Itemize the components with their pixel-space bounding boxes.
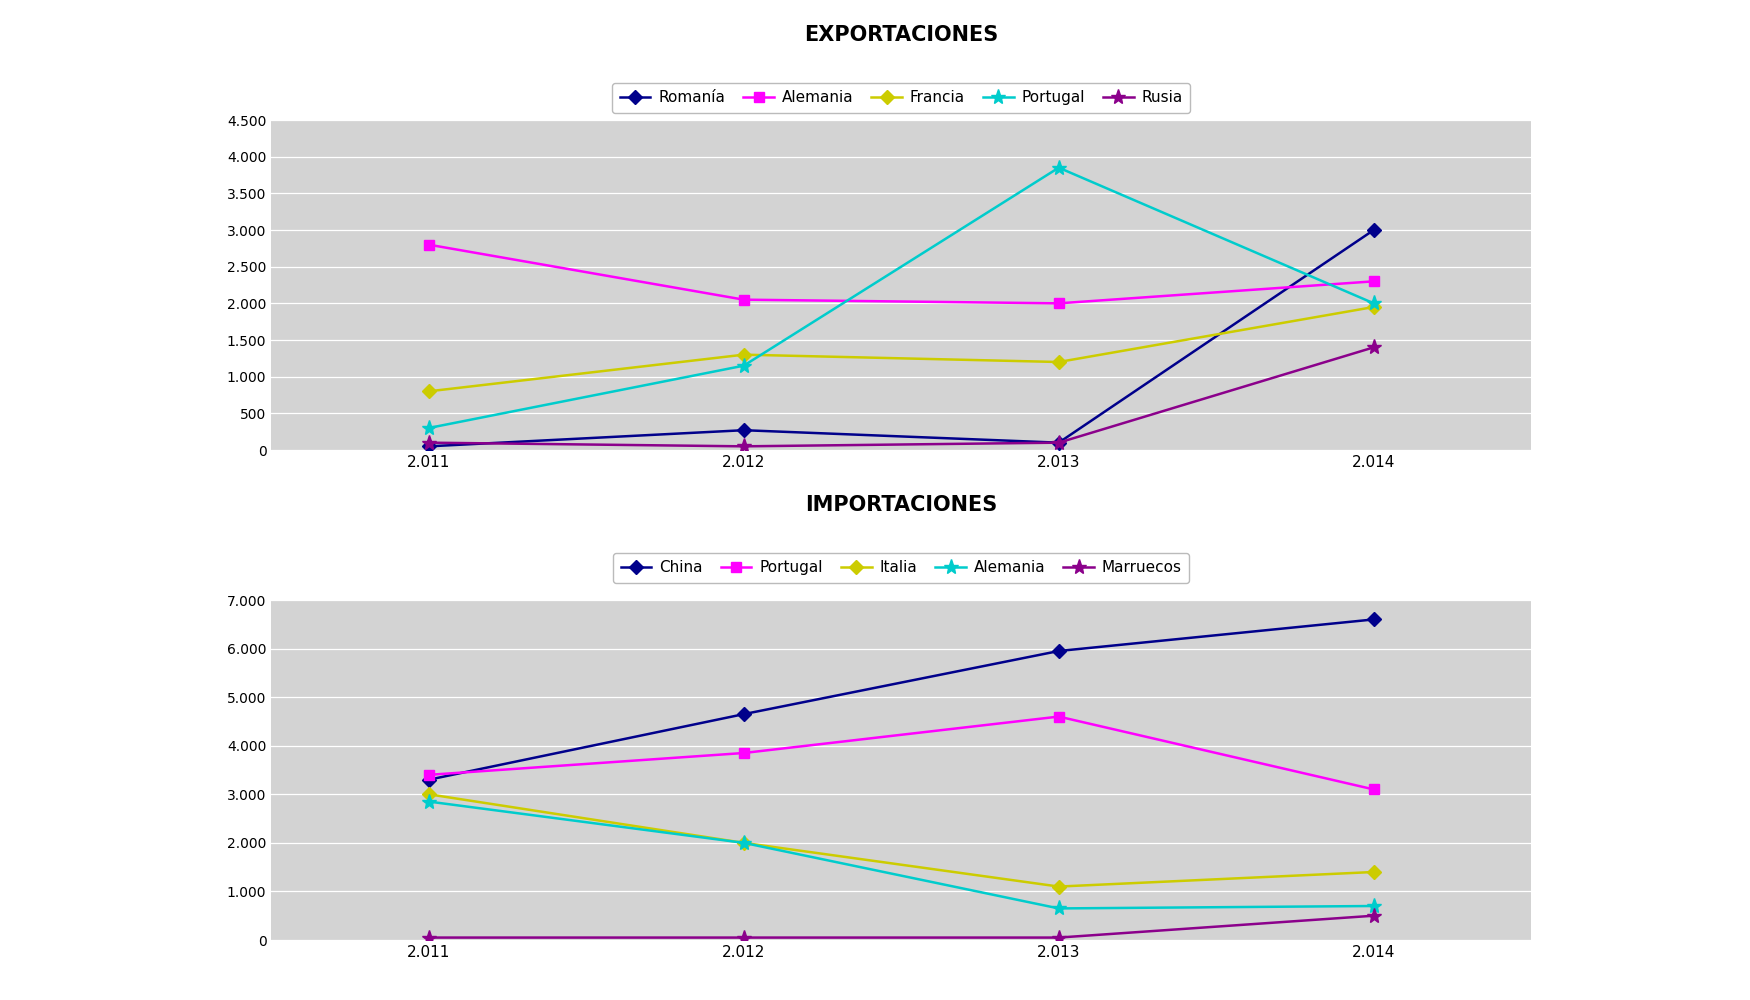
Romanía — [1048, 437, 1069, 449]
China — [1363, 613, 1384, 625]
China — [1048, 645, 1069, 657]
Line: Romanía: Romanía — [424, 225, 1379, 451]
Marruecos — [418, 932, 439, 944]
Legend: China, Portugal, Italia, Alemania, Marruecos: China, Portugal, Italia, Alemania, Marru… — [612, 553, 1190, 583]
China — [733, 708, 754, 720]
Alemania — [733, 837, 754, 849]
Alemania — [733, 294, 754, 306]
Line: China: China — [424, 615, 1379, 785]
Line: Portugal: Portugal — [422, 160, 1381, 436]
Text: EXPORTACIONES: EXPORTACIONES — [805, 25, 997, 45]
Portugal — [1363, 297, 1384, 309]
Marruecos — [733, 932, 754, 944]
Italia — [1363, 866, 1384, 878]
Rusia — [733, 440, 754, 452]
Alemania — [1363, 900, 1384, 912]
Rusia — [1363, 341, 1384, 353]
Legend: Romanía, Alemania, Francia, Portugal, Rusia: Romanía, Alemania, Francia, Portugal, Ru… — [612, 83, 1190, 113]
Portugal — [1363, 783, 1384, 795]
Line: Francia: Francia — [424, 302, 1379, 396]
Portugal — [733, 747, 754, 759]
Francia — [418, 385, 439, 397]
Marruecos — [1048, 932, 1069, 944]
China — [418, 774, 439, 786]
Alemania — [1363, 275, 1384, 287]
Line: Portugal: Portugal — [424, 712, 1379, 794]
Romanía — [418, 440, 439, 452]
Marruecos — [1363, 910, 1384, 922]
Alemania — [1048, 297, 1069, 309]
Portugal — [1048, 162, 1069, 174]
Rusia — [418, 437, 439, 449]
Francia — [1363, 301, 1384, 313]
Alemania — [418, 239, 439, 251]
Portugal — [418, 422, 439, 434]
Francia — [1048, 356, 1069, 368]
Text: IMPORTACIONES: IMPORTACIONES — [805, 495, 997, 515]
Line: Marruecos: Marruecos — [422, 908, 1381, 945]
Italia — [418, 788, 439, 800]
Portugal — [733, 360, 754, 372]
Portugal — [418, 769, 439, 781]
Francia — [733, 349, 754, 361]
Alemania — [418, 796, 439, 808]
Line: Italia: Italia — [424, 789, 1379, 891]
Italia — [1048, 881, 1069, 893]
Romanía — [1363, 224, 1384, 236]
Line: Alemania: Alemania — [424, 240, 1379, 308]
Line: Rusia: Rusia — [422, 340, 1381, 454]
Portugal — [1048, 711, 1069, 723]
Italia — [733, 837, 754, 849]
Romanía — [733, 424, 754, 436]
Rusia — [1048, 437, 1069, 449]
Alemania — [1048, 902, 1069, 914]
Line: Alemania: Alemania — [422, 794, 1381, 916]
